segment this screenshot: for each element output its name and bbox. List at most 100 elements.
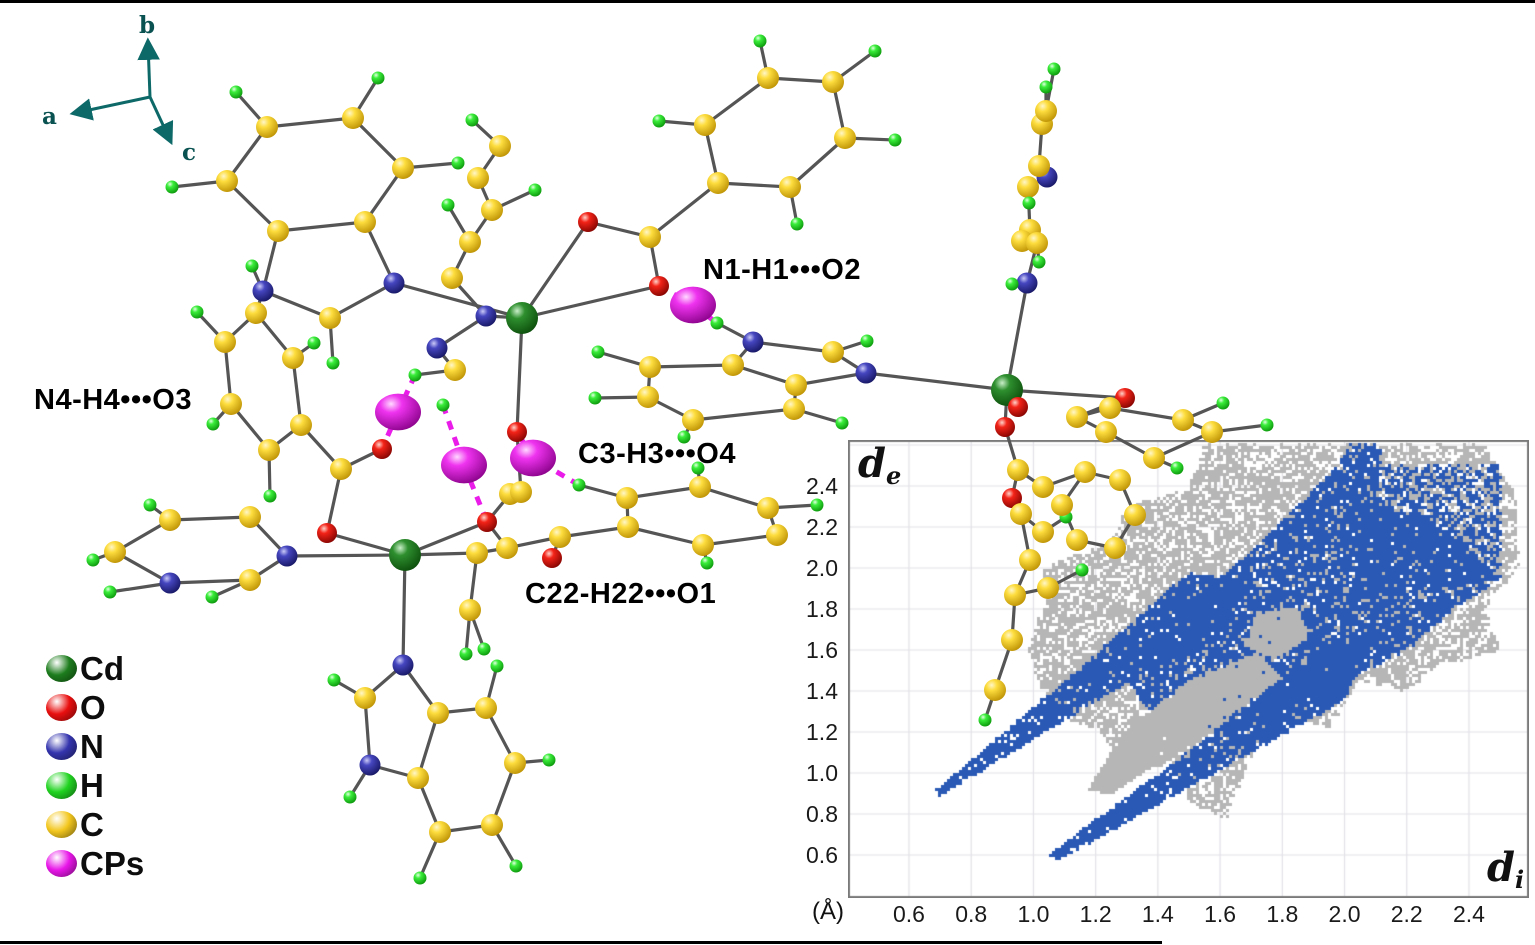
o-atom — [995, 417, 1015, 437]
fingerprint-plot — [848, 440, 1529, 898]
h-atom — [205, 590, 219, 604]
n-atom — [855, 362, 877, 384]
x-tick-1.6: 1.6 — [1204, 901, 1237, 927]
bond — [1108, 406, 1185, 422]
c-atom — [256, 116, 278, 138]
c-atom — [757, 497, 779, 519]
cp-ellipsoid — [375, 393, 421, 431]
axis-label-c: c — [182, 139, 196, 166]
h-atom — [206, 417, 220, 431]
bond — [261, 289, 332, 320]
c-atom — [496, 537, 518, 559]
bond — [392, 281, 524, 320]
xlabel-d: d — [1487, 844, 1515, 891]
n-atom — [252, 280, 274, 302]
h-atom — [860, 334, 874, 348]
bond — [691, 407, 796, 422]
cd-atom — [389, 539, 421, 571]
y-tick-1.8: 1.8 — [806, 596, 838, 622]
c-atom — [707, 172, 729, 194]
hydrogen-bond-dashed — [531, 455, 581, 488]
cp-ellipsoid — [670, 286, 716, 324]
legend-label-c: C — [80, 806, 104, 843]
h-atom — [810, 498, 824, 512]
c-atom — [1051, 494, 1073, 516]
c-atom — [757, 67, 779, 89]
h-atom — [229, 85, 243, 99]
y-tick-2.4: 2.4 — [806, 473, 838, 499]
c-atom — [444, 359, 466, 381]
y-tick-0.8: 0.8 — [806, 801, 838, 827]
c-atom — [342, 107, 364, 129]
c-atom — [392, 157, 414, 179]
h-atom — [326, 356, 340, 370]
h-atom — [542, 753, 556, 767]
h-atom — [700, 556, 714, 570]
h-atom — [710, 316, 724, 330]
c-atom — [1035, 100, 1057, 122]
atom-color-legend: Cd O N H C CPs — [46, 649, 144, 883]
c-atom — [1095, 421, 1117, 443]
atom-layer — [86, 34, 1274, 885]
c-atom — [1066, 406, 1088, 428]
bond — [648, 181, 720, 239]
h-atom — [572, 478, 586, 492]
h-atom — [263, 489, 277, 503]
h-atom — [245, 259, 259, 273]
bond — [625, 485, 702, 500]
hbond-label-n4h4-o3: N4-H4•••O3 — [34, 384, 192, 416]
h-atom — [413, 871, 427, 885]
bond — [751, 340, 835, 354]
c-atom — [1066, 529, 1088, 551]
c-atom — [694, 114, 716, 136]
h-atom — [465, 113, 479, 127]
h-atom — [143, 498, 157, 512]
bond — [285, 553, 407, 558]
legend-sphere-cd — [46, 655, 77, 682]
h-atom — [790, 217, 804, 231]
h-atom — [1032, 255, 1046, 269]
hydrogen-bond-dashed — [461, 464, 490, 523]
cp-ellipsoid — [510, 439, 556, 477]
x-tick-2.0: 2.0 — [1328, 901, 1361, 927]
h-atom — [591, 345, 605, 359]
c-atom — [429, 821, 451, 843]
c-atom — [692, 534, 714, 556]
c-atom — [214, 331, 236, 353]
h-atom — [1170, 461, 1184, 475]
h-atom — [408, 368, 422, 382]
h-atom — [436, 398, 450, 412]
h-atom — [691, 461, 705, 475]
bond — [291, 356, 303, 427]
plot-ylabel-de: de — [858, 444, 901, 488]
c-atom — [822, 341, 844, 363]
legend-sphere-c — [46, 811, 77, 838]
legend-label-cps: CPs — [80, 845, 145, 882]
h-atom — [868, 44, 882, 58]
n-atom — [276, 545, 298, 567]
c-atom — [822, 71, 844, 93]
cp-ellipsoid — [441, 446, 487, 484]
bond — [168, 578, 252, 585]
c-atom — [1004, 584, 1026, 606]
n-atom — [359, 754, 381, 776]
legend-sphere-cps — [46, 850, 77, 877]
h-atom — [165, 180, 179, 194]
legend-item-n: N — [46, 727, 144, 766]
h-atom — [888, 133, 902, 147]
c-atom — [510, 481, 532, 503]
c-atom — [616, 487, 638, 509]
c-atom — [441, 267, 463, 289]
c-atom — [258, 439, 280, 461]
c-atom — [104, 541, 126, 563]
axis-arrow-b — [137, 37, 160, 98]
legend-sphere-h — [46, 772, 77, 799]
legend-label-n: N — [80, 728, 104, 765]
legend-item-o: O — [46, 688, 144, 727]
bond — [648, 363, 735, 369]
legend-label-cd: Cd — [80, 650, 124, 687]
o-atom — [477, 512, 497, 532]
bond — [788, 136, 847, 189]
